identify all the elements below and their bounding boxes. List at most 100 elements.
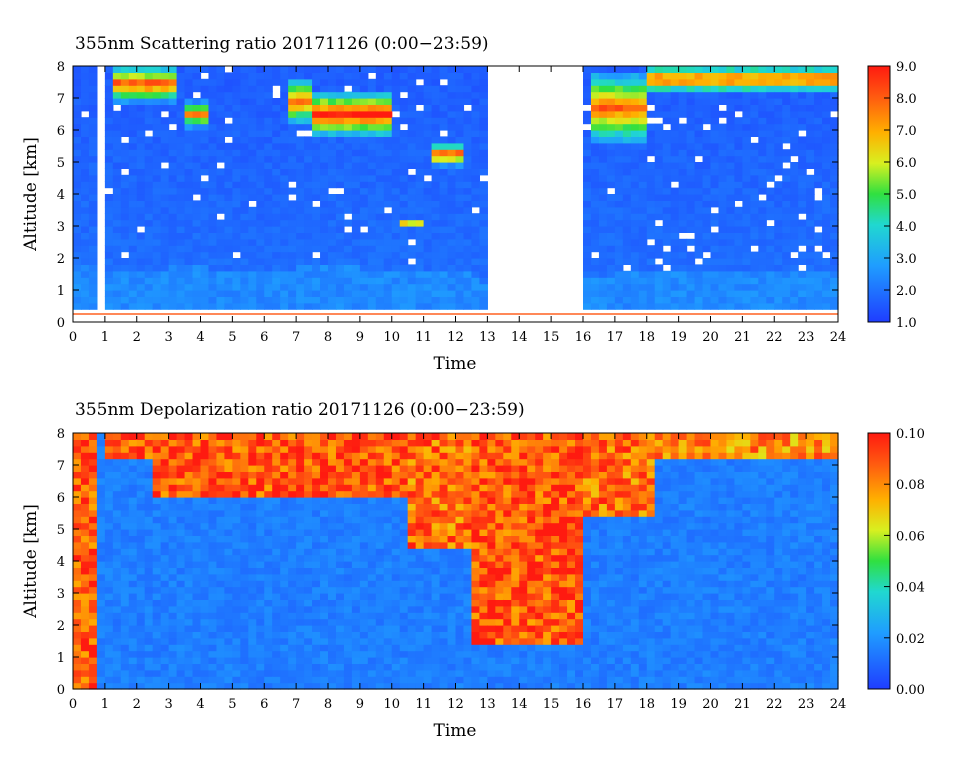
heatmap-cell <box>479 181 488 189</box>
heatmap-cell <box>208 516 218 524</box>
heatmap-cell <box>96 637 106 645</box>
heatmap-cell <box>136 302 146 310</box>
heatmap-cell <box>144 200 154 208</box>
heatmap-cell <box>120 270 130 278</box>
heatmap-cell <box>216 78 226 86</box>
heatmap-cell <box>312 213 321 221</box>
heatmap-cell <box>766 66 775 73</box>
heatmap-cell <box>304 497 313 504</box>
heatmap-cell <box>304 232 313 240</box>
heatmap-cell <box>806 78 815 86</box>
heatmap-cell <box>351 644 361 652</box>
heatmap-cell <box>415 535 425 543</box>
heatmap-cell <box>391 187 401 195</box>
heatmap-cell <box>351 168 361 176</box>
heatmap-cell <box>224 497 233 504</box>
heatmap-cell <box>280 650 289 658</box>
heatmap-cell <box>710 110 720 118</box>
heatmap-cell <box>296 669 305 677</box>
heatmap-cell <box>112 599 122 607</box>
heatmap-cell <box>375 625 385 632</box>
heatmap-cell <box>152 219 162 227</box>
heatmap-cell <box>296 238 305 246</box>
heatmap-cell <box>391 283 401 291</box>
heatmap-cell <box>184 554 194 562</box>
heatmap-cell <box>312 277 321 285</box>
heatmap-cell <box>678 91 688 99</box>
heatmap-cell <box>678 104 688 112</box>
heatmap-cell <box>590 258 600 265</box>
heatmap-cell <box>312 554 321 562</box>
heatmap-cell <box>120 612 130 620</box>
heatmap-cell <box>80 631 90 639</box>
heatmap-cell <box>120 618 130 626</box>
heatmap-cell <box>80 187 90 195</box>
heatmap-cell <box>272 605 281 613</box>
heatmap-cell <box>391 130 401 137</box>
heatmap-cell <box>73 618 82 626</box>
heatmap-cell <box>455 149 465 157</box>
heatmap-cell <box>630 174 640 182</box>
heatmap-cell <box>367 270 377 278</box>
heatmap-cell <box>80 104 90 112</box>
heatmap-cell <box>782 302 791 310</box>
heatmap-cell <box>471 155 481 163</box>
heatmap-cell <box>359 439 369 447</box>
heatmap-cell <box>391 618 401 626</box>
heatmap-cell <box>439 200 449 208</box>
heatmap-cell <box>423 290 433 297</box>
heatmap-cell <box>806 187 815 195</box>
heatmap-cell <box>192 471 202 479</box>
heatmap-cell <box>280 85 289 93</box>
heatmap-cell <box>375 232 385 240</box>
heatmap-cell <box>112 548 122 556</box>
heatmap-cell <box>232 497 241 504</box>
heatmap-cell <box>702 130 712 137</box>
heatmap-cell <box>88 567 98 575</box>
heatmap-cell <box>192 657 202 664</box>
heatmap-cell <box>184 618 194 626</box>
heatmap-cell <box>399 174 409 182</box>
heatmap-cell <box>638 219 648 227</box>
heatmap-cell <box>662 219 672 227</box>
heatmap-cell <box>463 72 473 80</box>
heatmap-cell <box>104 219 114 227</box>
heatmap-cell <box>256 187 265 195</box>
heatmap-cell <box>423 433 433 440</box>
heatmap-cell <box>479 117 488 125</box>
heatmap-cell <box>152 181 162 189</box>
heatmap-cell <box>790 290 799 297</box>
heatmap-cell <box>136 110 146 118</box>
heatmap-cell <box>192 270 202 278</box>
heatmap-cell <box>304 104 313 112</box>
heatmap-cell <box>128 529 138 536</box>
heatmap-cell <box>184 104 194 112</box>
heatmap-cell <box>264 516 273 524</box>
heatmap-cell <box>304 72 313 80</box>
heatmap-cell <box>638 270 648 278</box>
heatmap-cell <box>184 123 194 131</box>
heatmap-cell <box>128 219 138 227</box>
heatmap-cell <box>391 162 401 169</box>
heatmap-cell <box>638 290 648 297</box>
heatmap-cell <box>399 458 409 466</box>
heatmap-cell <box>224 123 233 131</box>
heatmap-cell <box>296 264 305 272</box>
heatmap-cell <box>391 535 401 543</box>
heatmap-cell <box>407 433 417 440</box>
heatmap-cell <box>678 130 688 137</box>
heatmap-cell <box>296 471 305 479</box>
heatmap-cell <box>662 283 672 291</box>
heatmap-cell <box>758 187 767 195</box>
heatmap-cell <box>288 155 297 163</box>
heatmap-cell <box>439 219 449 227</box>
heatmap-cell <box>88 663 98 671</box>
heatmap-cell <box>415 561 425 568</box>
heatmap-cell <box>455 187 465 195</box>
heatmap-cell <box>782 91 791 99</box>
heatmap-cell <box>112 618 122 626</box>
heatmap-cell <box>320 676 329 684</box>
heatmap-cell <box>758 85 767 93</box>
heatmap-cell <box>383 238 393 246</box>
heatmap-cell <box>391 136 401 144</box>
